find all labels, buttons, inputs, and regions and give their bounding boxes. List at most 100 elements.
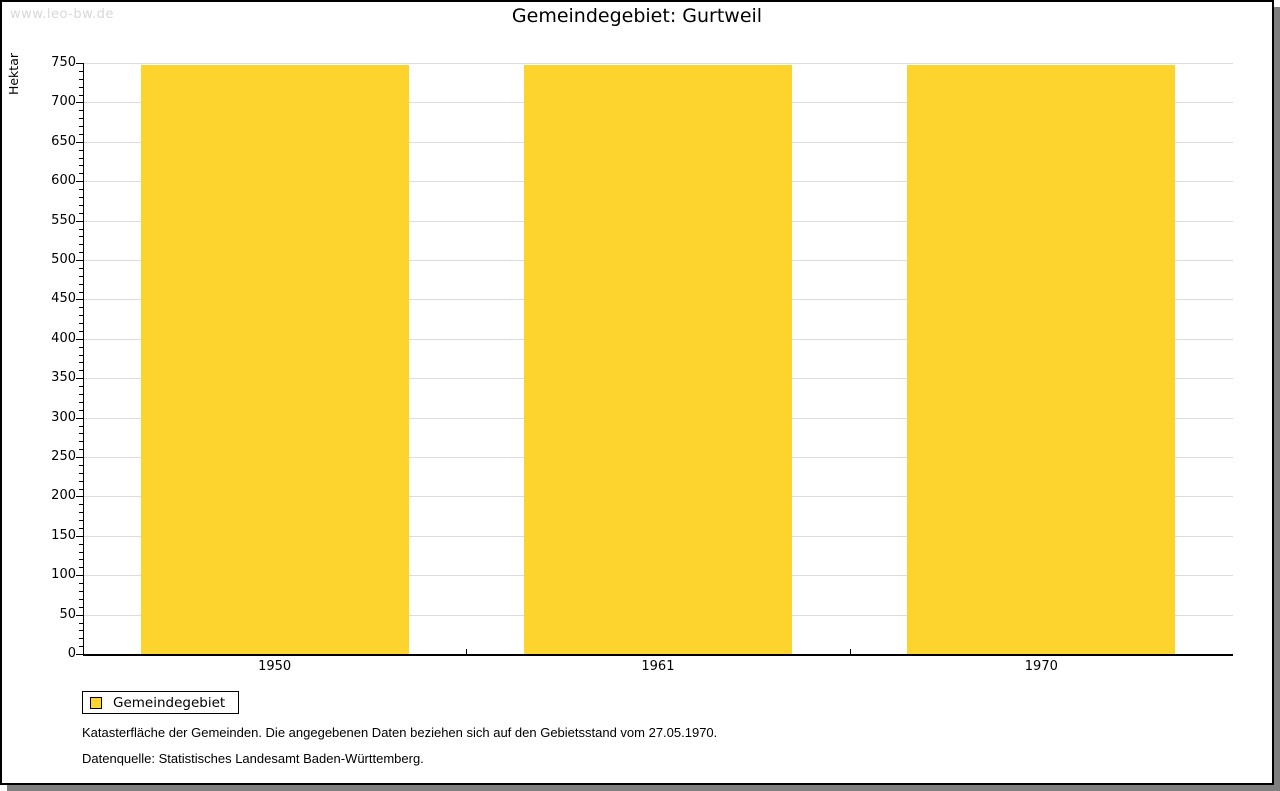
y-minor-tick — [79, 173, 83, 175]
y-minor-tick — [79, 252, 83, 254]
y-minor-tick — [79, 606, 83, 608]
y-minor-tick — [79, 354, 83, 356]
y-major-tick — [76, 417, 83, 419]
y-major-tick — [76, 260, 83, 261]
y-major-tick — [76, 457, 83, 458]
y-minor-tick — [79, 551, 83, 553]
y-major-tick — [76, 63, 83, 64]
y-major-tick — [76, 654, 83, 655]
gridline — [84, 63, 1233, 64]
y-minor-tick — [79, 520, 83, 521]
y-minor-tick — [79, 583, 83, 585]
y-minor-tick — [79, 165, 83, 167]
plot-area: 0 50 100 150 200 250 300 350 400 450 500 550 600 650 7… — [2, 2, 1272, 783]
y-minor-tick — [79, 330, 83, 332]
y-minor-tick — [79, 197, 83, 198]
y-minor-tick — [79, 512, 83, 514]
y-minor-tick — [79, 433, 83, 435]
y-minor-tick — [79, 591, 83, 592]
y-tick-label: 550 — [51, 212, 76, 228]
y-minor-tick — [79, 149, 83, 151]
x-tick-label: 1961 — [641, 659, 675, 674]
y-major-tick — [76, 535, 83, 537]
y-tick-label: 350 — [51, 370, 76, 386]
y-tick-label: 200 — [51, 488, 76, 504]
legend-label: Gemeindegebiet — [113, 694, 226, 711]
footer-source: Datenquelle: Statistisches Landesamt Bad… — [82, 751, 424, 766]
y-minor-tick — [79, 622, 83, 624]
y-minor-tick — [79, 118, 83, 120]
y-tick-label: 150 — [51, 527, 76, 543]
y-minor-tick — [79, 401, 83, 403]
y-minor-tick — [79, 646, 83, 648]
y-minor-tick — [79, 346, 83, 348]
y-minor-tick — [79, 362, 83, 364]
y-minor-tick — [79, 504, 83, 506]
y-tick-label: 450 — [51, 291, 76, 307]
y-axis-line — [83, 63, 84, 655]
y-minor-tick — [79, 527, 83, 529]
x-tick-label: 1970 — [1024, 659, 1058, 674]
y-minor-tick — [79, 78, 83, 80]
y-minor-tick — [79, 543, 83, 545]
y-tick-label: 0 — [67, 646, 76, 661]
y-minor-tick — [79, 189, 83, 191]
y-minor-tick — [79, 283, 83, 285]
y-minor-tick — [79, 559, 83, 561]
watermark-text: www.leo-bw.de — [10, 7, 114, 22]
bar — [907, 64, 1176, 654]
y-major-tick — [76, 102, 83, 104]
y-minor-tick — [79, 275, 83, 277]
y-tick-label: 50 — [59, 606, 76, 622]
y-minor-tick — [79, 228, 83, 230]
y-minor-tick — [79, 133, 83, 135]
y-minor-tick — [79, 425, 83, 427]
y-minor-tick — [79, 449, 83, 451]
y-minor-tick — [79, 94, 83, 96]
bar — [140, 64, 409, 654]
y-major-tick — [76, 614, 83, 616]
y-tick-label: 650 — [51, 133, 76, 149]
y-tick-label: 500 — [51, 252, 76, 267]
y-minor-tick — [79, 630, 83, 632]
x-axis-line — [83, 654, 1233, 656]
y-minor-tick — [79, 472, 83, 474]
legend-color-swatch — [90, 696, 102, 709]
y-minor-tick — [79, 236, 83, 238]
y-minor-tick — [79, 441, 83, 443]
y-minor-tick — [79, 488, 83, 490]
y-tick-label: 700 — [51, 94, 76, 110]
y-major-tick — [76, 141, 83, 143]
legend-box: Gemeindegebiet — [82, 691, 240, 714]
x-tick-label: 1950 — [258, 659, 292, 674]
y-minor-tick — [79, 409, 83, 411]
y-minor-tick — [79, 204, 83, 206]
y-tick-label: 300 — [51, 409, 76, 425]
bar — [523, 64, 793, 654]
chart-title: Gemeindegebiet: Gurtweil — [511, 5, 763, 27]
y-major-tick — [76, 220, 83, 222]
y-minor-tick — [79, 267, 83, 269]
y-minor-tick — [79, 70, 83, 72]
y-tick-label: 250 — [51, 449, 76, 464]
y-minor-tick — [79, 110, 83, 112]
y-minor-tick — [79, 638, 83, 640]
y-minor-tick — [79, 480, 83, 482]
y-minor-tick — [79, 598, 83, 600]
y-major-tick — [76, 496, 83, 498]
y-major-tick — [76, 181, 83, 183]
y-minor-tick — [79, 86, 83, 88]
y-minor-tick — [79, 315, 83, 317]
y-tick-label: 400 — [51, 330, 76, 346]
y-minor-tick — [79, 126, 83, 127]
y-minor-tick — [79, 291, 83, 293]
y-minor-tick — [79, 244, 83, 246]
footer-note: Katasterfläche der Gemeinden. Die angege… — [82, 725, 718, 740]
y-tick-label: 600 — [51, 173, 76, 189]
y-minor-tick — [79, 386, 83, 388]
y-tick-label: 100 — [51, 567, 76, 583]
y-minor-tick — [79, 370, 83, 372]
y-minor-tick — [79, 323, 83, 324]
y-major-tick — [76, 299, 83, 301]
